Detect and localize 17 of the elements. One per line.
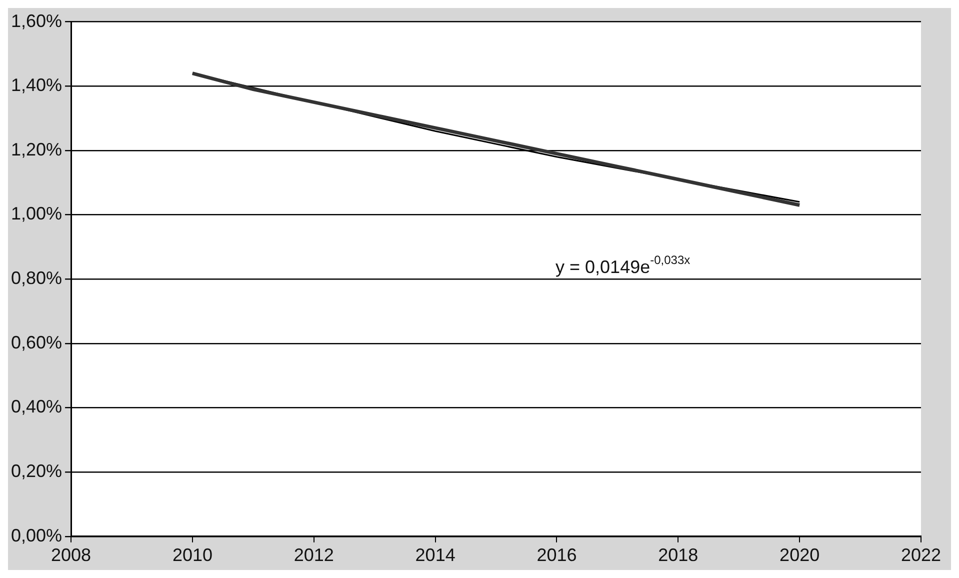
y-tick-label: 1,20%: [10, 139, 62, 160]
x-tick-label: 2014: [415, 545, 456, 566]
y-tick-label: 0,00%: [10, 525, 62, 546]
x-tick-label: 2020: [780, 545, 820, 566]
y-tick-label: 1,60%: [10, 10, 62, 31]
y-tick-label: 1,00%: [10, 204, 62, 224]
y-tick-label: 1,40%: [10, 75, 62, 96]
x-tick-label: 2022: [900, 545, 942, 566]
y-tick-label: 0,20%: [10, 461, 62, 482]
x-tick-label: 2016: [536, 545, 577, 566]
y-tick-label: 0,60%: [10, 332, 62, 352]
y-tick-label: 0,80%: [10, 268, 62, 288]
x-tick-label: 2008: [51, 545, 92, 566]
y-tick-label: 0,40%: [10, 396, 62, 417]
x-tick-label: 2012: [294, 545, 334, 566]
x-tick-label: 2018: [658, 545, 698, 566]
x-tick-label: 2010: [172, 545, 212, 566]
